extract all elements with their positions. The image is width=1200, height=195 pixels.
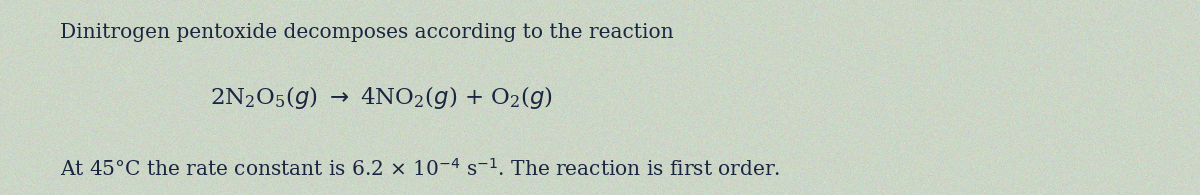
Text: Dinitrogen pentoxide decomposes according to the reaction: Dinitrogen pentoxide decomposes accordin…	[60, 23, 673, 42]
Text: $\mathregular{2N_2O_5}$($\mathit{g}$) $\rightarrow$ $\mathregular{4NO_2}$($\math: $\mathregular{2N_2O_5}$($\mathit{g}$) $\…	[210, 84, 553, 111]
Text: At 45$\mathregular{°}$C the rate constant is 6.2 $\times$ 10$^{-4}$ s$^{-1}$. Th: At 45$\mathregular{°}$C the rate constan…	[60, 158, 780, 179]
